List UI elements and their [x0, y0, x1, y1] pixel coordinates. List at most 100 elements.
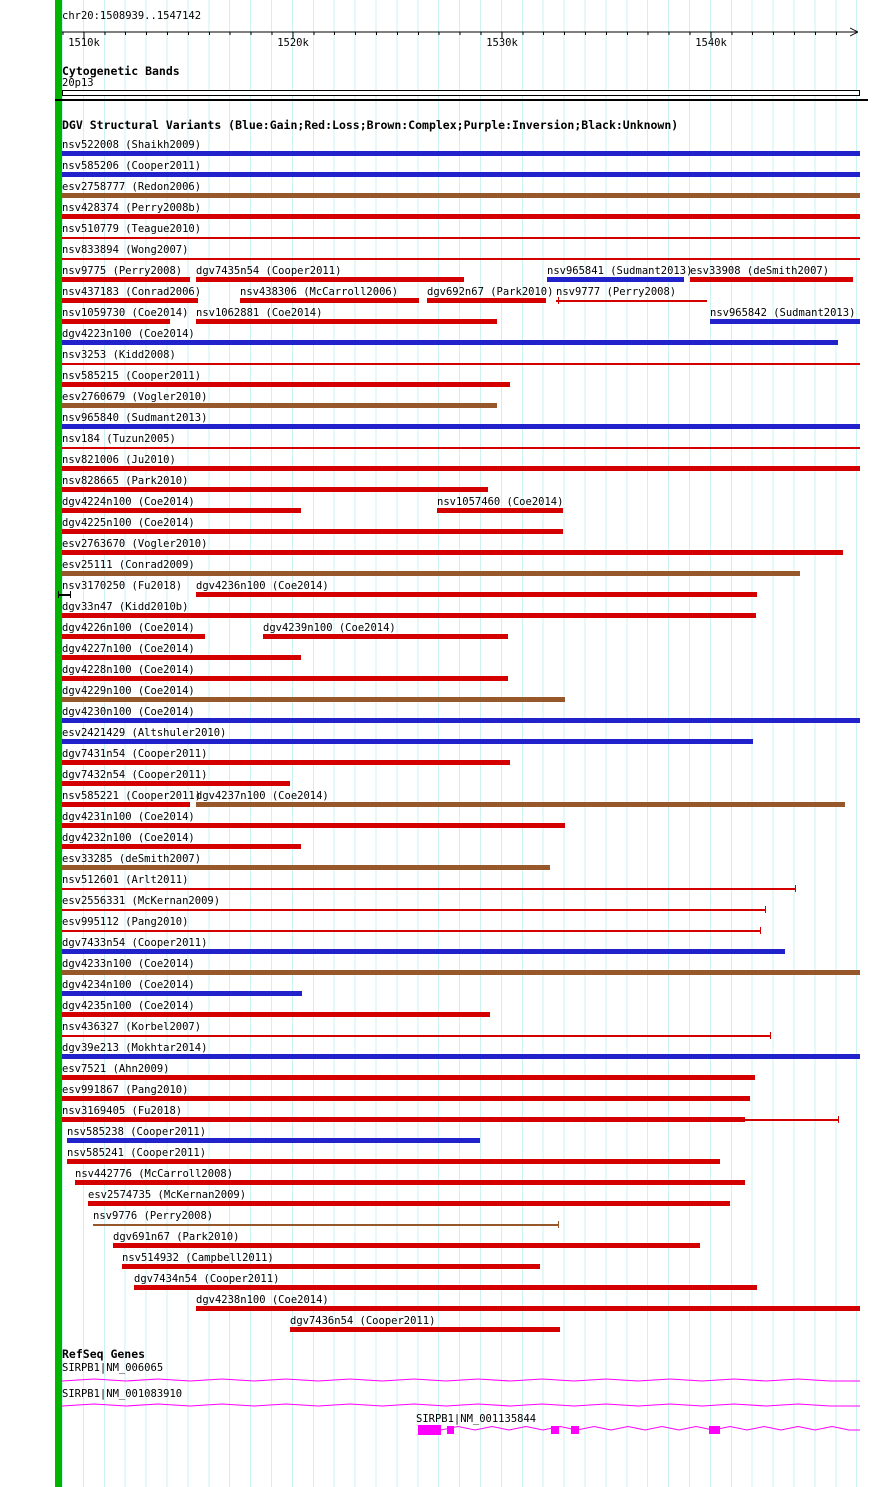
variant-bar[interactable]: [62, 823, 565, 828]
variant-label[interactable]: nsv585221 (Cooper2011): [62, 790, 202, 802]
variant-label[interactable]: dgv7434n54 (Cooper2011): [134, 1273, 280, 1285]
variant-label[interactable]: dgv4239n100 (Coe2014): [263, 622, 396, 634]
variant-label[interactable]: dgv4224n100 (Coe2014): [62, 496, 195, 508]
variant-bar[interactable]: [113, 1243, 700, 1248]
variant-bar[interactable]: [62, 277, 190, 282]
variant-label[interactable]: nsv821006 (Ju2010): [62, 454, 176, 466]
variant-bar[interactable]: [62, 508, 301, 513]
variant-label[interactable]: nsv3253 (Kidd2008): [62, 349, 176, 361]
variant-bar[interactable]: [62, 172, 860, 177]
variant-label[interactable]: dgv4236n100 (Coe2014): [196, 580, 329, 592]
variant-label[interactable]: nsv585238 (Cooper2011): [67, 1126, 207, 1138]
variant-bar[interactable]: [240, 298, 419, 303]
variant-label[interactable]: nsv585241 (Cooper2011): [67, 1147, 207, 1159]
variant-label[interactable]: nsv512601 (Arlt2011): [62, 874, 189, 886]
variant-bar[interactable]: [62, 529, 563, 534]
variant-label[interactable]: nsv1062881 (Coe2014): [196, 307, 323, 319]
variant-label[interactable]: dgv4238n100 (Coe2014): [196, 1294, 329, 1306]
variant-label[interactable]: nsv510779 (Teague2010): [62, 223, 202, 235]
variant-label[interactable]: dgv7432n54 (Cooper2011): [62, 769, 208, 781]
variant-label[interactable]: nsv965842 (Sudmant2013): [710, 307, 856, 319]
variant-bar[interactable]: [62, 781, 290, 786]
variant-bar[interactable]: [62, 403, 497, 408]
variant-label[interactable]: dgv692n67 (Park2010): [427, 286, 554, 298]
variant-bar[interactable]: [62, 1096, 750, 1101]
variant-bar[interactable]: [62, 655, 301, 660]
variant-label[interactable]: dgv39e213 (Mokhtar2014): [62, 1042, 208, 1054]
variant-bar[interactable]: [62, 193, 860, 198]
variant-bar[interactable]: [62, 930, 760, 932]
variant-bar[interactable]: [62, 487, 488, 492]
variant-label[interactable]: dgv7431n54 (Cooper2011): [62, 748, 208, 760]
variant-bar[interactable]: [62, 634, 205, 639]
variant-label[interactable]: esv25111 (Conrad2009): [62, 559, 195, 571]
variant-bar[interactable]: [62, 340, 838, 345]
variant-bar[interactable]: [62, 802, 190, 807]
variant-bar[interactable]: [690, 277, 853, 282]
variant-bar[interactable]: [62, 363, 860, 365]
variant-label[interactable]: nsv522008 (Shaikh2009): [62, 139, 202, 151]
variant-label[interactable]: nsv442776 (McCarroll2008): [75, 1168, 234, 1180]
variant-bar[interactable]: [62, 739, 753, 744]
variant-bar[interactable]: [437, 508, 563, 513]
variant-bar[interactable]: [196, 319, 497, 324]
variant-bar[interactable]: [62, 760, 510, 765]
variant-bar[interactable]: [62, 865, 550, 870]
variant-label[interactable]: esv995112 (Pang2010): [62, 916, 189, 928]
variant-bar[interactable]: [62, 991, 302, 996]
variant-bar[interactable]: [62, 613, 756, 618]
variant-label[interactable]: nsv184 (Tuzun2005): [62, 433, 176, 445]
variant-label[interactable]: dgv4225n100 (Coe2014): [62, 517, 195, 529]
variant-label[interactable]: esv2421429 (Altshuler2010): [62, 727, 227, 739]
variant-bar[interactable]: [62, 237, 860, 239]
variant-bar[interactable]: [196, 592, 757, 597]
variant-bar[interactable]: [62, 1054, 860, 1059]
variant-bar[interactable]: [67, 1159, 720, 1164]
variant-label[interactable]: dgv4230n100 (Coe2014): [62, 706, 195, 718]
variant-bar[interactable]: [556, 300, 707, 302]
variant-bar[interactable]: [67, 1138, 480, 1143]
variant-label[interactable]: esv33908 (deSmith2007): [690, 265, 830, 277]
variant-bar[interactable]: [122, 1264, 540, 1269]
variant-label[interactable]: esv2763670 (Vogler2010): [62, 538, 208, 550]
variant-label[interactable]: nsv3170250 (Fu2018): [62, 580, 183, 592]
variant-bar[interactable]: [196, 802, 845, 807]
variant-label[interactable]: nsv965841 (Sudmant2013): [547, 265, 693, 277]
variant-label[interactable]: dgv4237n100 (Coe2014): [196, 790, 329, 802]
variant-label[interactable]: dgv691n67 (Park2010): [113, 1231, 240, 1243]
variant-label[interactable]: nsv585206 (Cooper2011): [62, 160, 202, 172]
gene-label[interactable]: SIRPB1|NM_001135844: [416, 1413, 537, 1425]
variant-bar[interactable]: [745, 1119, 838, 1121]
variant-label[interactable]: dgv7435n54 (Cooper2011): [196, 265, 342, 277]
variant-label[interactable]: esv2574735 (McKernan2009): [88, 1189, 247, 1201]
variant-bar[interactable]: [62, 1075, 755, 1080]
variant-label[interactable]: nsv1059730 (Coe2014): [62, 307, 189, 319]
variant-label[interactable]: esv33285 (deSmith2007): [62, 853, 202, 865]
gene-exon[interactable]: [447, 1426, 454, 1434]
variant-label[interactable]: dgv4223n100 (Coe2014): [62, 328, 195, 340]
variant-bar[interactable]: [58, 594, 70, 596]
gene-exon[interactable]: [571, 1426, 579, 1434]
variant-bar[interactable]: [62, 382, 510, 387]
variant-label[interactable]: nsv437183 (Conrad2006): [62, 286, 202, 298]
variant-bar[interactable]: [75, 1180, 745, 1185]
variant-bar[interactable]: [62, 888, 795, 890]
variant-label[interactable]: dgv4233n100 (Coe2014): [62, 958, 195, 970]
variant-bar[interactable]: [196, 277, 464, 282]
variant-bar[interactable]: [62, 151, 860, 156]
cytoband-graphic[interactable]: [62, 90, 860, 96]
variant-label[interactable]: nsv833894 (Wong2007): [62, 244, 189, 256]
variant-label[interactable]: dgv7433n54 (Cooper2011): [62, 937, 208, 949]
variant-bar[interactable]: [62, 1035, 770, 1037]
variant-bar[interactable]: [62, 844, 301, 849]
variant-bar[interactable]: [62, 1117, 745, 1122]
gene-exon[interactable]: [709, 1426, 720, 1434]
variant-bar[interactable]: [62, 447, 860, 449]
variant-label[interactable]: esv2758777 (Redon2006): [62, 181, 202, 193]
variant-label[interactable]: dgv7436n54 (Cooper2011): [290, 1315, 436, 1327]
variant-bar[interactable]: [62, 298, 198, 303]
variant-bar[interactable]: [263, 634, 508, 639]
gene-exon[interactable]: [551, 1426, 559, 1434]
variant-bar[interactable]: [62, 718, 860, 723]
variant-bar[interactable]: [62, 949, 785, 954]
